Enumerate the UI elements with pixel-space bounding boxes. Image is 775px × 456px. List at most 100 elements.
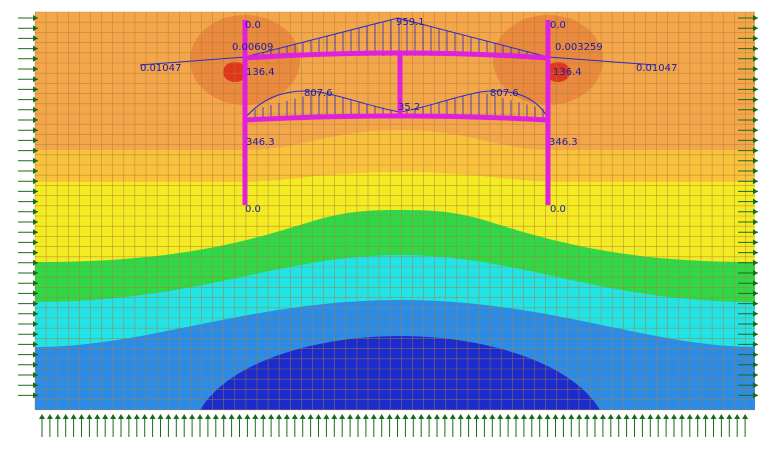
support-arrow [753, 351, 758, 358]
support-arrow [102, 414, 109, 419]
value-label: 35.2 [398, 102, 420, 113]
support-arrow [742, 414, 749, 419]
support-arrow [181, 414, 188, 419]
support-arrow [173, 414, 180, 419]
support-arrow [568, 414, 575, 419]
support-arrow [118, 414, 124, 419]
support-arrow [544, 414, 551, 419]
support-arrow [726, 414, 733, 419]
support-arrow [33, 66, 38, 72]
support-arrow [33, 300, 38, 307]
support-arrow [623, 414, 630, 419]
support-arrow [449, 414, 456, 419]
support-arrow [481, 414, 488, 419]
support-arrow [394, 414, 401, 419]
support-arrow [33, 229, 38, 236]
support-arrow [33, 219, 38, 225]
support-arrow [33, 239, 38, 246]
support-arrow [33, 168, 38, 174]
support-arrow [441, 414, 448, 419]
support-arrow [307, 414, 314, 419]
support-arrow [33, 351, 38, 358]
support-arrow [489, 414, 496, 419]
support-arrow [671, 414, 677, 419]
support-arrow [362, 414, 369, 419]
support-arrow [347, 414, 354, 419]
support-arrow [378, 414, 385, 419]
support-arrow [560, 414, 567, 419]
support-arrow [125, 414, 132, 419]
value-label: 0.0 [245, 204, 261, 215]
support-arrow [473, 414, 480, 419]
support-arrow [753, 361, 758, 368]
support-arrow [33, 310, 38, 317]
support-arrow [386, 414, 393, 419]
support-arrow [33, 392, 38, 399]
support-arrow [133, 414, 140, 419]
support-arrow [33, 127, 38, 134]
support-arrow [252, 414, 259, 419]
support-arrow [299, 414, 306, 419]
support-arrow [465, 414, 472, 419]
peak-zone [546, 62, 570, 82]
support-arrow [615, 414, 622, 419]
support-arrow [141, 414, 148, 419]
support-arrow [753, 280, 758, 287]
support-arrow [536, 414, 543, 419]
support-arrow [497, 414, 504, 419]
support-arrow [753, 168, 758, 174]
support-arrow [33, 55, 38, 62]
support-arrow [718, 414, 725, 419]
support-arrow [370, 414, 377, 419]
support-arrow [33, 270, 38, 276]
support-arrow [33, 25, 38, 32]
support-arrow [70, 414, 77, 419]
support-arrow [33, 290, 38, 297]
moment-hatch [254, 18, 544, 118]
support-arrow [753, 157, 758, 164]
support-arrow [694, 414, 701, 419]
value-label: 807.6 [490, 88, 519, 99]
value-label: 136.4 [553, 67, 582, 78]
support-arrow [607, 414, 614, 419]
support-arrow [33, 280, 38, 287]
support-arrow [457, 414, 464, 419]
support-arrow [753, 331, 758, 338]
support-arrow [197, 414, 203, 419]
support-arrow [355, 414, 361, 419]
support-arrow [552, 414, 559, 419]
support-arrow [678, 414, 685, 419]
value-label: 346.3 [246, 137, 275, 148]
support-arrow [584, 414, 591, 419]
support-arrow [753, 15, 758, 21]
support-arrow [753, 229, 758, 236]
support-arrow [33, 361, 38, 368]
support-arrow [33, 106, 38, 113]
support-arrow [753, 25, 758, 32]
support-arrow [62, 414, 69, 419]
support-arrow [599, 414, 606, 419]
support-arrow [639, 414, 646, 419]
support-arrow [505, 414, 512, 419]
support-arrow [204, 414, 211, 419]
contours [35, 12, 755, 410]
support-arrow [33, 86, 38, 93]
support-arrow [647, 414, 654, 419]
support-arrow [339, 414, 346, 419]
support-arrow [753, 310, 758, 317]
support-arrow [33, 117, 38, 123]
support-arrow [33, 76, 38, 83]
value-label: 346.3 [549, 137, 578, 148]
support-arrow [33, 45, 38, 52]
support-arrow [528, 414, 535, 419]
value-label: 0.01047 [636, 63, 677, 74]
support-arrow [418, 414, 425, 419]
support-arrow [753, 55, 758, 62]
value-label: 136.4 [246, 67, 275, 78]
support-arrow [323, 414, 330, 419]
support-arrow [686, 414, 693, 419]
support-arrow [33, 249, 38, 256]
support-arrow [753, 372, 758, 378]
support-arrow [753, 35, 758, 42]
moment-diagram [244, 17, 549, 58]
